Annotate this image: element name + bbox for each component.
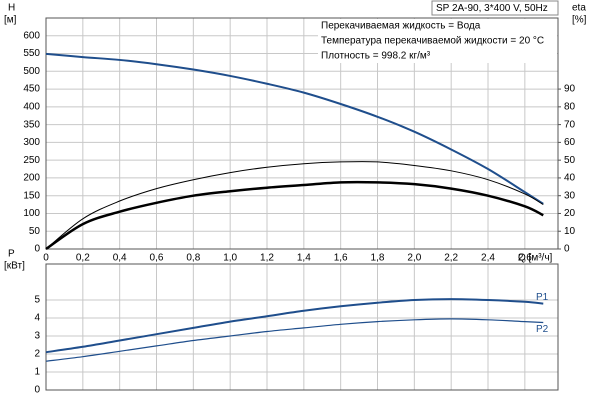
plot-frame — [45, 17, 559, 250]
y-tick-label: 0 — [34, 385, 40, 396]
y-tick-label: 200 — [23, 173, 40, 184]
y-tick-label: 550 — [23, 48, 40, 59]
y2-tick-label: 60 — [564, 137, 576, 148]
annotation: Температура перекачиваемой жидкости = 20… — [321, 36, 544, 47]
y-tick-label: 1 — [34, 367, 40, 378]
x-tick-label: 2,4 — [481, 253, 495, 264]
x-tick-label: 1,8 — [371, 253, 385, 264]
x-tick-label: 2,2 — [444, 253, 458, 264]
y-tick-label: 250 — [23, 155, 40, 166]
x-tick-label: 1,2 — [260, 253, 274, 264]
plots: 0 0,2 0,4 0,6 0,8 1,0 1,2 1,4 1,6 1,8 2,0 2,2 2,4 2,6… — [4, 0, 587, 396]
y2-axis-unit: [%] — [572, 15, 587, 26]
curve — [45, 52, 544, 205]
x-tick-label: 1,0 — [223, 253, 237, 264]
title-box — [431, 0, 559, 16]
y-tick-label: 100 — [23, 208, 40, 219]
x-axis-label: Q [м³/ч] — [518, 253, 553, 264]
x-tick-label: 0,8 — [186, 253, 200, 264]
y-axis-unit: [м] — [4, 15, 17, 26]
curve — [45, 298, 544, 354]
plot-frame — [45, 263, 559, 391]
y-tick-label: 300 — [23, 137, 40, 148]
y2-tick-label: 30 — [564, 190, 576, 201]
legend-label: P1 — [536, 292, 549, 303]
annotation: Перекачиваемая жидкость = Вода — [321, 21, 481, 32]
curve — [45, 161, 544, 250]
x-tick-label: 2,6 — [518, 253, 532, 264]
y2-tick-label: 20 — [564, 208, 576, 219]
y2-tick-label: 90 — [564, 84, 576, 95]
y2-tick-label: 10 — [564, 226, 576, 237]
y-tick-label: 350 — [23, 119, 40, 130]
y2-tick-label: 0 — [564, 244, 570, 255]
x-tick-label: 0,2 — [76, 253, 90, 264]
x-tick-label: 1,6 — [334, 253, 348, 264]
x-tick-label: 0,4 — [113, 253, 127, 264]
y-tick-label: 50 — [29, 226, 41, 237]
y-tick-label: 400 — [23, 101, 40, 112]
y-axis-label: P — [8, 249, 15, 260]
y2-tick-label: 70 — [564, 119, 576, 130]
curve — [45, 318, 544, 362]
y-tick-label: 500 — [23, 66, 40, 77]
y-tick-label: 450 — [23, 84, 40, 95]
x-tick-label: 2,0 — [407, 253, 421, 264]
y2-tick-label: 40 — [564, 173, 576, 184]
y-axis-unit: [кВт] — [4, 261, 25, 272]
y-tick-label: 2 — [34, 349, 40, 360]
y-tick-label: 150 — [23, 190, 40, 201]
y-axis-label: H — [8, 3, 15, 14]
annotation-box — [318, 19, 557, 63]
y-tick-label: 600 — [23, 30, 40, 41]
y-tick-label: 5 — [34, 295, 40, 306]
y-tick-label: 3 — [34, 331, 40, 342]
x-tick-label: 0 — [43, 253, 49, 264]
chart-title: SP 2A-90, 3*400 V, 50Hz — [436, 3, 548, 14]
annotation: Плотность = 998.2 кг/м³ — [321, 51, 431, 62]
y-tick-label: 4 — [34, 313, 40, 324]
y-tick-label: 0 — [34, 244, 40, 255]
x-tick-label: 0,6 — [150, 253, 164, 264]
x-tick-label: 1,4 — [297, 253, 311, 264]
legend-label: P2 — [536, 324, 549, 335]
y2-axis-label: eta — [572, 3, 586, 14]
curve — [45, 180, 544, 251]
y2-tick-label: 50 — [564, 155, 576, 166]
y2-tick-label: 80 — [564, 101, 576, 112]
